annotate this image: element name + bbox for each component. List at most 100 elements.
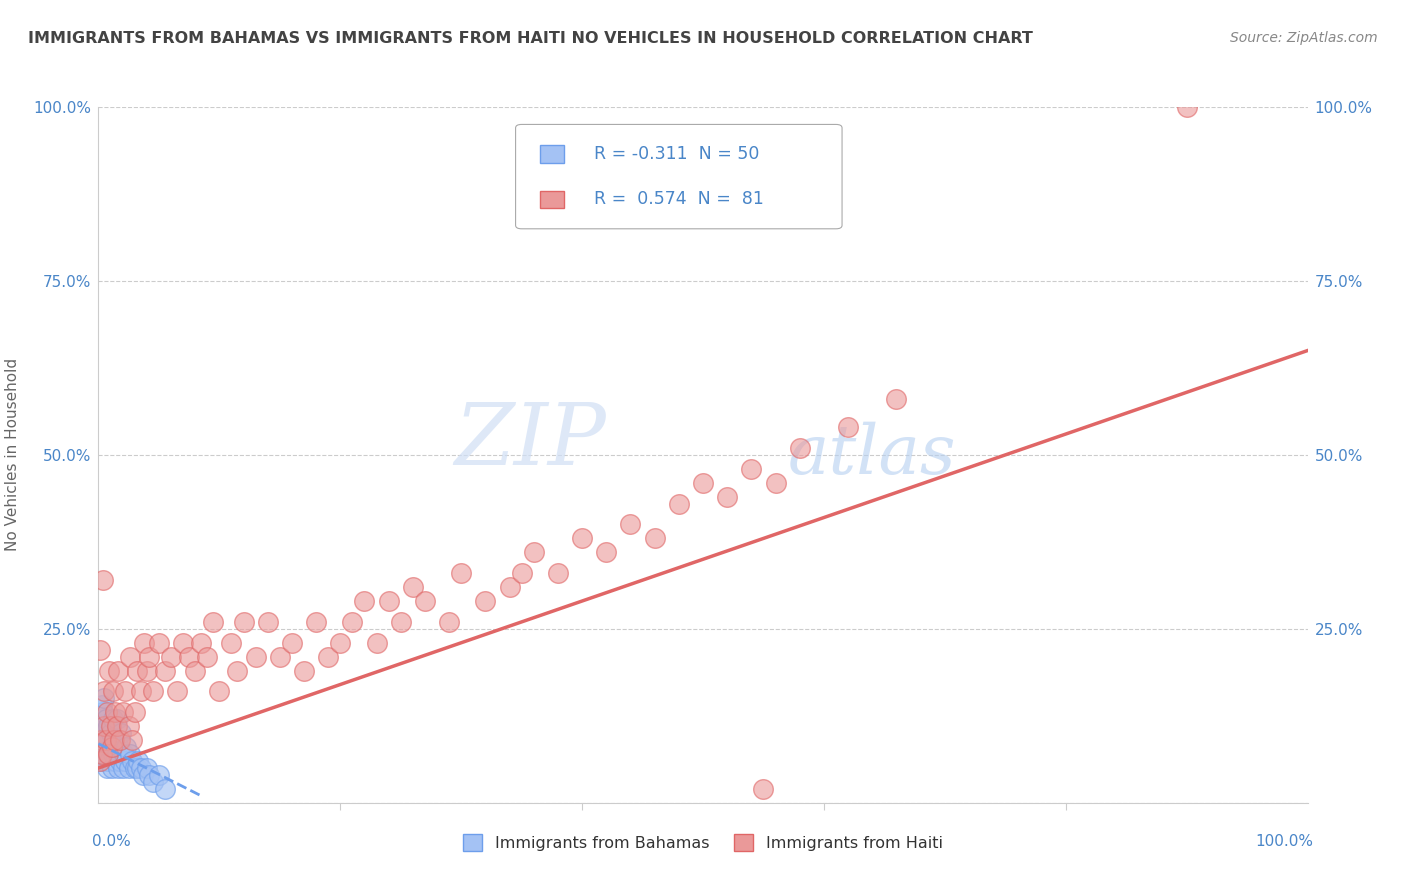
Point <box>91 706 114 720</box>
Point <box>124 706 146 720</box>
Point <box>89 642 111 657</box>
Point <box>100 740 122 755</box>
Point <box>450 566 472 581</box>
Point <box>226 664 249 678</box>
Point <box>93 726 115 740</box>
Point <box>134 636 156 650</box>
Point <box>91 740 114 755</box>
Point <box>94 754 117 768</box>
Point <box>595 545 617 559</box>
Point <box>97 747 120 761</box>
Point <box>100 726 122 740</box>
Point <box>89 712 111 726</box>
Point <box>121 754 143 768</box>
Point <box>107 761 129 775</box>
Point <box>108 733 131 747</box>
Point <box>100 719 122 733</box>
Point <box>105 747 128 761</box>
Point <box>329 636 352 650</box>
Point <box>91 573 114 587</box>
Bar <box>540 191 564 208</box>
Point <box>148 636 170 650</box>
Point <box>547 566 569 581</box>
Point <box>127 664 149 678</box>
Point <box>118 747 141 761</box>
Point <box>90 747 112 761</box>
Point <box>98 754 121 768</box>
Point <box>510 566 533 581</box>
Point <box>91 747 114 761</box>
Point <box>110 726 132 740</box>
Point <box>377 594 399 608</box>
Text: Source: ZipAtlas.com: Source: ZipAtlas.com <box>1230 31 1378 45</box>
Text: R = -0.311  N = 50: R = -0.311 N = 50 <box>595 145 759 163</box>
Point <box>245 649 267 664</box>
Point <box>104 706 127 720</box>
Point <box>135 664 157 678</box>
Point <box>121 733 143 747</box>
Point <box>190 636 212 650</box>
Point <box>111 706 134 720</box>
Point <box>115 740 138 755</box>
Point <box>202 615 225 629</box>
Point <box>256 615 278 629</box>
Point <box>160 649 183 664</box>
Point <box>752 781 775 796</box>
Point <box>111 761 134 775</box>
Point <box>692 475 714 490</box>
Point <box>132 768 155 782</box>
Text: 0.0%: 0.0% <box>93 834 131 849</box>
Point <box>135 761 157 775</box>
Point <box>402 580 425 594</box>
Point <box>107 664 129 678</box>
Point <box>1175 100 1198 114</box>
Point <box>232 615 254 629</box>
Point <box>142 775 165 789</box>
Point <box>179 649 201 664</box>
Point <box>172 636 194 650</box>
Point <box>765 475 787 490</box>
Point <box>269 649 291 664</box>
Point <box>103 733 125 747</box>
Point <box>101 684 124 698</box>
Point <box>90 733 112 747</box>
Point <box>195 649 218 664</box>
Point <box>105 719 128 733</box>
Text: atlas: atlas <box>787 422 956 488</box>
Point <box>112 747 135 761</box>
Point <box>96 761 118 775</box>
Point <box>281 636 304 650</box>
Point <box>437 615 460 629</box>
Point <box>138 768 160 782</box>
Bar <box>540 145 564 162</box>
Point <box>100 761 122 775</box>
Point <box>644 532 666 546</box>
Text: ZIP: ZIP <box>454 400 606 483</box>
Point <box>474 594 496 608</box>
Point <box>305 615 328 629</box>
Point <box>127 754 149 768</box>
Point <box>837 420 859 434</box>
Point <box>91 719 114 733</box>
Point <box>413 594 436 608</box>
Point <box>90 726 112 740</box>
Point <box>668 497 690 511</box>
Point <box>103 733 125 747</box>
Point <box>316 649 339 664</box>
Point <box>523 545 546 559</box>
Point <box>498 580 520 594</box>
Point <box>89 733 111 747</box>
Point <box>740 462 762 476</box>
Legend: Immigrants from Bahamas, Immigrants from Haiti: Immigrants from Bahamas, Immigrants from… <box>457 828 949 857</box>
Point <box>148 768 170 782</box>
Point <box>166 684 188 698</box>
Point <box>221 636 243 650</box>
Point <box>366 636 388 650</box>
Point <box>97 747 120 761</box>
Point <box>100 740 122 755</box>
Point <box>108 740 131 755</box>
Point <box>101 747 124 761</box>
Point <box>104 754 127 768</box>
Point <box>129 761 152 775</box>
Point <box>571 532 593 546</box>
